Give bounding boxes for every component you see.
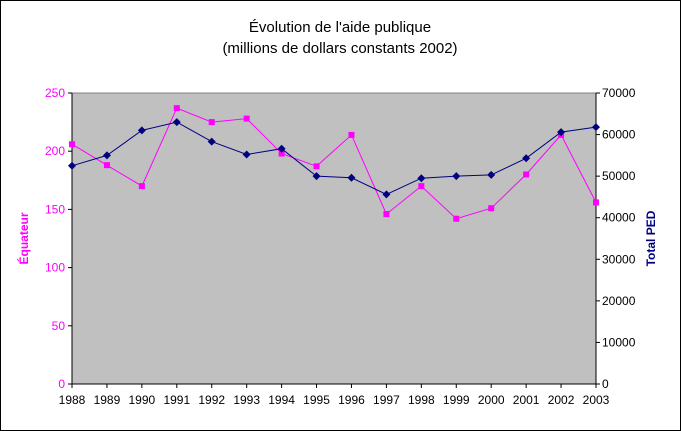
- data-point-equateur: [103, 162, 110, 169]
- data-point-total-ped: [172, 118, 181, 127]
- data-point-equateur: [488, 205, 495, 212]
- axes: 0 50 100 150 200 250 0 10000 20000 30000 40000 5000…: [45, 86, 636, 407]
- data-point-total-ped: [207, 137, 216, 146]
- x-tick-label: 2003: [583, 393, 610, 407]
- plot-area: [71, 92, 597, 385]
- y-left-tick-label: 0: [58, 377, 65, 391]
- x-tick-label: 1988: [59, 393, 86, 407]
- y-right-tick-label: 50000: [602, 169, 636, 183]
- x-tick-label: 1999: [443, 393, 470, 407]
- x-tick-label: 1993: [233, 393, 260, 407]
- y-right-tick-label: 70000: [602, 86, 636, 100]
- y-right-tick-label: 0: [602, 377, 609, 391]
- x-tick-label: 1998: [408, 393, 435, 407]
- data-point-total-ped: [102, 151, 111, 160]
- x-tick-label: 2000: [478, 393, 505, 407]
- x-tick-label: 1995: [303, 393, 330, 407]
- x-tick-label: 2001: [513, 393, 540, 407]
- data-point-equateur: [313, 163, 320, 170]
- x-tick-label: 1989: [94, 393, 121, 407]
- data-point-equateur: [208, 119, 215, 126]
- x-tick-label: 2002: [548, 393, 575, 407]
- chart-title-line1: Évolution de l'aide publique: [249, 19, 431, 36]
- data-point-total-ped: [68, 161, 76, 170]
- data-point-equateur: [383, 211, 390, 218]
- data-point-total-ped: [347, 173, 356, 182]
- data-point-total-ped: [242, 150, 251, 159]
- data-point-equateur: [243, 115, 250, 122]
- y-left-tick-label: 100: [45, 261, 65, 275]
- x-tick-label: 1992: [198, 393, 225, 407]
- data-point-total-ped: [522, 154, 531, 163]
- data-point-total-ped: [592, 123, 600, 132]
- x-tick-label: 1990: [129, 393, 156, 407]
- series-layer: [68, 105, 600, 222]
- data-point-total-ped: [557, 128, 566, 137]
- x-tick-label: 1996: [338, 393, 365, 407]
- data-point-equateur: [69, 141, 75, 148]
- x-tick-label: 1994: [268, 393, 295, 407]
- data-point-equateur: [418, 183, 425, 190]
- y-left-tick-label: 250: [45, 86, 65, 100]
- data-point-equateur: [523, 171, 530, 178]
- data-point-equateur: [453, 215, 460, 222]
- data-point-total-ped: [417, 174, 426, 183]
- data-point-total-ped: [382, 190, 391, 199]
- data-point-total-ped: [277, 144, 286, 153]
- x-tick-label: 1991: [163, 393, 190, 407]
- y-left-tick-label: 200: [45, 144, 65, 158]
- y-left-tick-label: 150: [45, 202, 65, 216]
- y-right-tick-label: 10000: [602, 335, 636, 349]
- x-tick-label: 1997: [373, 393, 400, 407]
- data-point-total-ped: [452, 172, 461, 181]
- data-point-equateur: [593, 199, 599, 206]
- data-point-equateur: [173, 105, 180, 112]
- series-line-total-ped: [71, 121, 597, 195]
- y-right-tick-label: 40000: [602, 211, 636, 225]
- chart-title-line2: (millions de dollars constants 2002): [222, 40, 457, 57]
- y-axis-label-left: Équateur: [16, 212, 31, 264]
- data-point-equateur: [348, 131, 355, 138]
- data-point-equateur: [278, 150, 285, 157]
- y-right-tick-label: 30000: [602, 252, 636, 266]
- data-point-total-ped: [487, 170, 496, 179]
- y-right-tick-label: 20000: [602, 294, 636, 308]
- data-point-total-ped: [137, 126, 146, 135]
- series-line-equateur: [71, 107, 597, 220]
- y-right-tick-label: 60000: [602, 128, 636, 142]
- y-left-tick-label: 50: [52, 319, 66, 333]
- data-point-total-ped: [312, 172, 321, 181]
- data-point-equateur: [138, 183, 145, 190]
- y-axis-label-right: Total PED: [644, 210, 658, 266]
